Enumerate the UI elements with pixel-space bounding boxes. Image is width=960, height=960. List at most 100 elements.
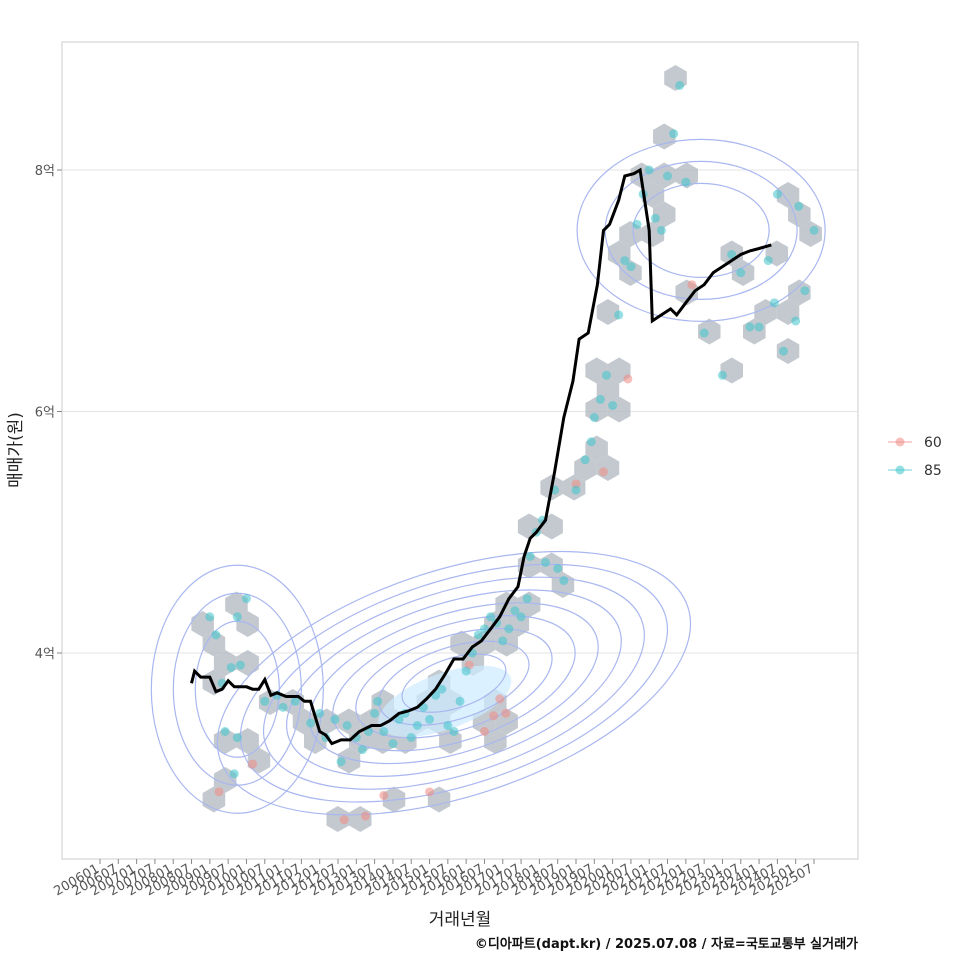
density-contour [172, 592, 302, 786]
density-contour [150, 564, 324, 814]
data-point-60 [360, 811, 370, 821]
data-point-85 [229, 769, 239, 779]
hex-bin [236, 611, 259, 637]
legend-label: 85 [924, 463, 942, 479]
data-point-85 [614, 310, 624, 320]
density-contour [576, 138, 826, 322]
data-point-85 [769, 298, 779, 308]
data-point-85 [290, 696, 300, 706]
data-point-85 [473, 630, 483, 640]
y-axis-ticks: 4억 6억 8억 [35, 164, 62, 662]
data-point-85 [602, 370, 612, 380]
data-point-85 [669, 129, 679, 139]
data-point-85 [778, 346, 788, 356]
data-point-60 [479, 726, 489, 736]
density-contour [262, 576, 645, 790]
density-contour [632, 182, 770, 278]
data-point-85 [370, 708, 380, 718]
density-contour [239, 563, 669, 803]
data-point-85 [754, 322, 764, 332]
data-point-85 [794, 201, 804, 211]
density-contour [286, 589, 622, 777]
y-axis-title: 매매가(원) [6, 412, 26, 488]
data-point-85 [479, 624, 489, 634]
trend-line [190, 167, 772, 746]
data-point-85 [717, 370, 727, 380]
hex-bin [371, 728, 394, 754]
hex-bin [698, 318, 721, 345]
data-point-85 [736, 268, 746, 278]
data-point-85 [357, 745, 367, 755]
data-point-85 [260, 696, 270, 706]
y-tick-label: 6억 [35, 406, 55, 421]
x-axis-title: 거래년월 [429, 910, 492, 930]
data-point-85 [620, 256, 630, 266]
data-point-85 [241, 594, 251, 604]
y-tick-label: 4억 [35, 647, 55, 662]
data-point-60 [248, 759, 258, 769]
data-point-85 [559, 576, 569, 586]
data-point-85 [394, 714, 404, 724]
hex-bin [776, 338, 800, 364]
density-contours [150, 138, 826, 816]
data-point-85 [791, 316, 801, 326]
caption: ©디아파트(dapt.kr) / 2025.07.08 / 자료=국토교통부 실… [475, 936, 858, 952]
data-point-60 [598, 467, 608, 477]
data-point-85 [525, 551, 535, 561]
data-point-85 [675, 80, 685, 90]
data-point-85 [699, 328, 709, 338]
data-point-85 [650, 213, 660, 223]
data-point-85 [388, 739, 398, 749]
data-point-85 [800, 286, 810, 296]
hex-bin [788, 279, 811, 306]
data-point-85 [437, 684, 447, 694]
density-contour [309, 602, 599, 765]
data-point-85 [336, 757, 346, 767]
data-point-85 [406, 733, 416, 743]
data-point-85 [763, 256, 773, 266]
data-point-85 [656, 225, 666, 235]
hex-bin [236, 650, 259, 676]
data-point-85 [580, 455, 590, 465]
data-point-85 [681, 177, 691, 187]
data-point-60 [495, 694, 505, 704]
data-point-85 [220, 726, 230, 736]
data-point-85 [443, 720, 453, 730]
data-point-85 [504, 624, 514, 634]
data-point-85 [449, 726, 459, 736]
data-point-85 [589, 413, 599, 423]
hex-bin [337, 747, 361, 774]
hex-bin [788, 201, 811, 228]
density-contour [355, 627, 553, 739]
data-point-85 [306, 718, 316, 728]
data-point-60 [489, 711, 499, 721]
data-point-85 [745, 322, 755, 332]
data-point-85 [379, 726, 389, 736]
legend-key-point [895, 437, 905, 447]
data-point-60 [379, 790, 389, 800]
density-contour [378, 640, 530, 726]
data-point-85 [232, 733, 242, 743]
data-point-60 [623, 374, 633, 384]
y-tick-label: 8억 [35, 164, 55, 179]
data-point-85 [522, 594, 532, 604]
legend-label: 60 [924, 435, 942, 451]
data-point-85 [516, 612, 526, 622]
density-contour [401, 653, 507, 713]
hex-bin [596, 299, 620, 325]
data-point-85 [342, 720, 352, 730]
data-point-85 [608, 400, 618, 410]
data-point-85 [727, 250, 737, 260]
legend: 60 85 [888, 435, 942, 479]
data-point-60 [425, 787, 435, 797]
data-point-85 [498, 636, 508, 646]
data-point-85 [626, 262, 636, 272]
data-point-85 [412, 720, 422, 730]
data-point-85 [235, 660, 245, 670]
hex-bin [326, 806, 349, 832]
data-point-85 [232, 612, 242, 622]
density-core [378, 665, 512, 737]
hex-bin [675, 162, 698, 189]
data-point-85 [510, 606, 520, 616]
